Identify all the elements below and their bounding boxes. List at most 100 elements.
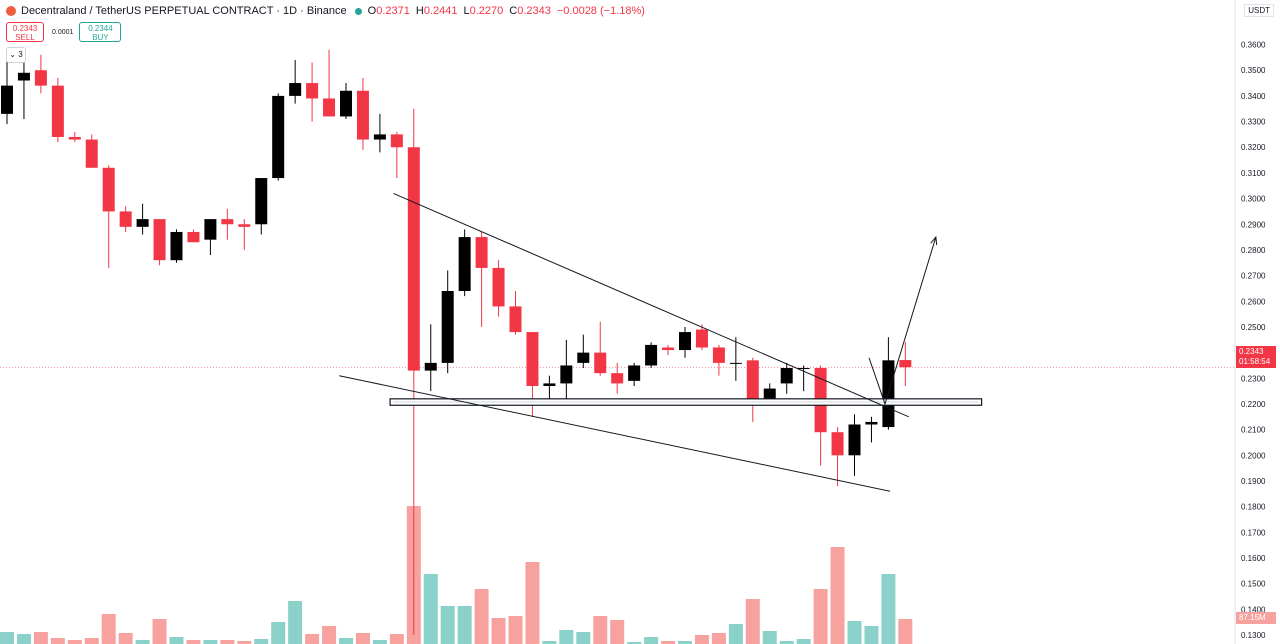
close-label: C [509, 5, 518, 17]
volume-bar [898, 619, 913, 644]
volume-bar [169, 637, 184, 644]
volume-bar [322, 626, 337, 644]
arrow-head [930, 235, 938, 246]
volume-bar [491, 618, 506, 644]
volume-bar [779, 641, 794, 644]
y-tick-label: 0.3500 [1241, 66, 1266, 75]
candle-body [272, 95, 285, 179]
price-axis: 0.3600 0.3500 0.3400 0.3300 0.3200 0.3100 0.30… [1234, 0, 1266, 644]
drawings [339, 192, 983, 492]
volume-bar [593, 616, 608, 644]
volume-bars [0, 506, 913, 644]
candle-body [543, 383, 556, 386]
y-tick-label: 0.1300 [1241, 631, 1266, 640]
volume-bar [627, 642, 642, 644]
change-value: −0.0028 (−1.18%) [556, 5, 645, 17]
candle-body [492, 267, 505, 307]
volume-bar [237, 641, 252, 644]
low-value: 0.2270 [469, 5, 504, 17]
candle-body [458, 237, 471, 292]
y-tick-label: 0.1400 [1241, 605, 1266, 614]
trend-line [339, 375, 891, 492]
y-tick-label: 0.1600 [1241, 554, 1266, 563]
volume-bar [254, 639, 269, 644]
low-label: L [463, 5, 470, 17]
chart-header: Decentraland / TetherUS PERPETUAL CONTRA… [6, 4, 645, 18]
volume-bar [762, 631, 777, 644]
open-label: O [367, 5, 377, 17]
volume-bar [16, 634, 31, 644]
trend-line [393, 192, 909, 418]
volume-bar [440, 606, 455, 644]
candle-body [746, 360, 759, 399]
candle-body [441, 291, 454, 363]
candle-body [51, 85, 64, 137]
volume-bar [813, 589, 828, 644]
collapse-indicators-button[interactable]: ⌄ 3 [6, 47, 26, 63]
volume-bar [220, 640, 235, 644]
volume-bar [203, 640, 218, 644]
volume-bar [389, 634, 404, 644]
volume-bar [118, 633, 133, 644]
candle-body [594, 352, 607, 374]
candle-body [899, 360, 912, 368]
close-value: 0.2343 [517, 5, 551, 17]
candles [0, 49, 1235, 636]
volume-bar [796, 639, 811, 644]
buy-button[interactable]: 0.2344 BUY [79, 22, 122, 42]
y-tick-label: 0.1700 [1241, 528, 1266, 537]
y-tick-label: 0.3400 [1241, 92, 1266, 101]
candle-body [763, 388, 776, 399]
candle-body [170, 231, 183, 261]
mana-logo-icon [6, 6, 16, 16]
volume-bar [33, 632, 48, 644]
y-tick-label: 0.2500 [1241, 323, 1266, 332]
volume-bar [576, 632, 591, 644]
currency-selector[interactable]: USDT [1244, 4, 1274, 17]
candle-body [407, 147, 420, 371]
candle-body [204, 219, 217, 240]
candle-body [865, 421, 878, 425]
volume-bar [881, 574, 896, 644]
y-tick-label: 0.2900 [1241, 220, 1266, 229]
candle-body [695, 329, 708, 348]
high-value: 0.2441 [423, 5, 458, 17]
volume-bar [457, 606, 472, 644]
volume-bar [339, 638, 353, 644]
volume-bar [355, 633, 370, 644]
sell-button[interactable]: 0.2343 SELL [6, 22, 44, 42]
volume-bar [678, 641, 692, 644]
projection-arrow [868, 236, 937, 406]
candle-body [475, 237, 488, 268]
candle-body [119, 211, 132, 227]
volume-bar [830, 547, 845, 644]
y-tick-label: 0.2800 [1241, 246, 1266, 255]
volume-bar [186, 640, 201, 644]
volume-bar [711, 633, 726, 644]
candle-body [848, 424, 861, 456]
indicator-count: 3 [18, 50, 23, 59]
y-tick-label: 0.3300 [1241, 118, 1266, 127]
candle-body [729, 362, 742, 364]
y-tick-label: 0.3200 [1241, 143, 1266, 152]
symbol-title[interactable]: Decentraland / TetherUS PERPETUAL CONTRA… [21, 5, 347, 17]
volume-bar [101, 614, 116, 644]
volume-bar [305, 634, 320, 644]
volume-bar [423, 574, 438, 644]
y-tick-label: 0.2300 [1241, 374, 1266, 383]
sell-price: 0.2343 [12, 24, 38, 33]
volume-bar [847, 621, 862, 644]
candle-body [797, 368, 810, 370]
candle-body [390, 134, 403, 148]
candle-body [611, 373, 624, 384]
candle-body [238, 224, 251, 227]
volume-bar [542, 641, 557, 644]
volume-bar [67, 640, 82, 644]
candle-body [526, 332, 539, 386]
buy-price: 0.2344 [88, 24, 113, 33]
y-tick-label: 0.3600 [1241, 41, 1266, 50]
open-value: 0.2371 [376, 5, 410, 17]
candle-body [136, 219, 149, 227]
volume-bar [372, 640, 387, 644]
